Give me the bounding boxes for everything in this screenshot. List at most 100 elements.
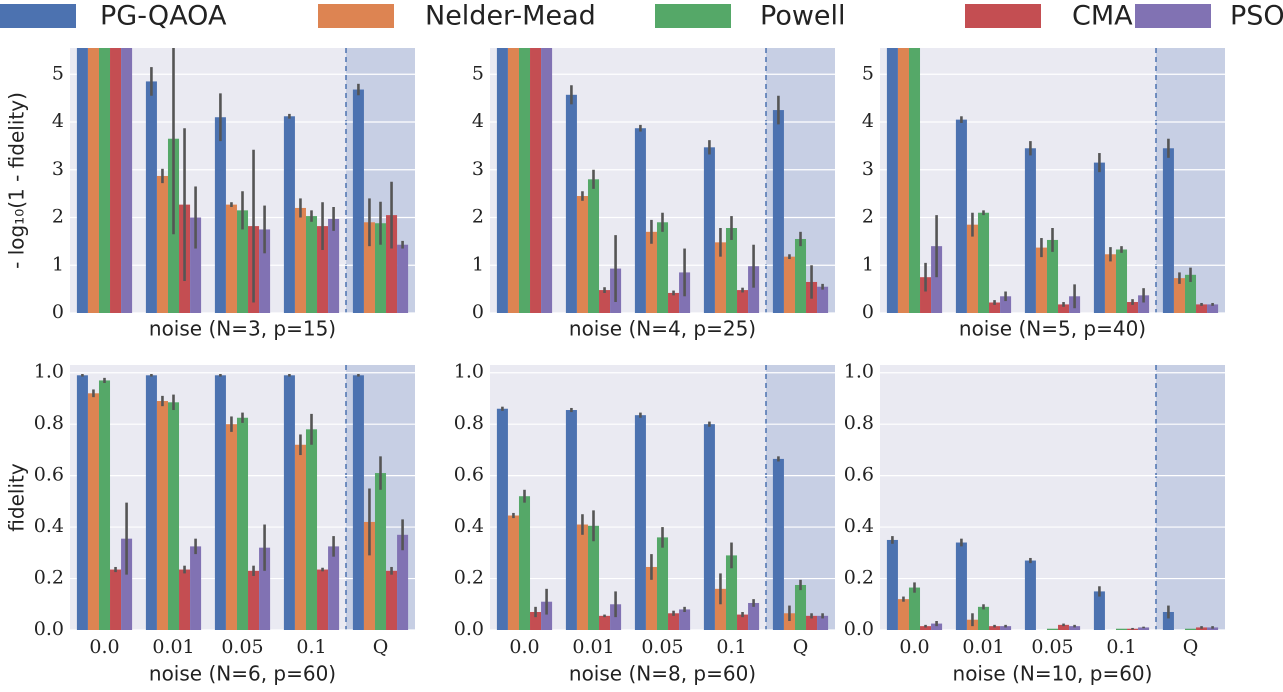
bar — [1115, 249, 1128, 313]
bar — [121, 48, 133, 313]
bar — [352, 375, 364, 630]
legend-swatch — [318, 4, 394, 28]
bar — [634, 415, 646, 630]
bar — [1184, 628, 1197, 630]
bar — [1184, 274, 1197, 313]
y-tick-label: 0.0 — [454, 618, 484, 640]
legend-label: PSO — [1230, 1, 1283, 32]
bar — [989, 302, 1001, 313]
bar — [1093, 591, 1105, 630]
bar — [1138, 295, 1150, 313]
y-tick-label: 1.0 — [844, 361, 874, 383]
bars — [76, 374, 409, 630]
y-axis-label: fidelity — [5, 463, 29, 532]
bar — [397, 244, 409, 313]
x-tick-label: 0.05 — [1031, 636, 1073, 658]
y-tick-label: 2 — [52, 206, 64, 228]
bar — [772, 110, 784, 313]
bar — [668, 613, 680, 630]
bar — [1069, 626, 1081, 630]
bar — [507, 48, 519, 313]
bar — [386, 215, 398, 313]
x-tick-label: 0.1 — [716, 636, 746, 658]
bar — [565, 94, 577, 313]
x-tick-label: Q — [1183, 636, 1199, 658]
bar — [1024, 148, 1036, 313]
x-axis-label: noise (N=3, p=15) — [149, 317, 336, 341]
bar — [1207, 304, 1219, 313]
x-tick-label: Q — [793, 636, 809, 658]
bar — [587, 179, 600, 313]
x-tick-label: 0.0 — [899, 636, 929, 658]
y-tick-label: 0.6 — [844, 464, 874, 486]
y-tick-label: 2 — [472, 206, 484, 228]
bar — [1046, 628, 1059, 630]
bar — [794, 238, 807, 313]
bar — [634, 128, 646, 313]
bar — [363, 521, 375, 630]
bar — [87, 393, 99, 630]
x-tick-label: 0.0 — [509, 636, 539, 658]
y-tick-label: 0.8 — [34, 412, 64, 434]
bar — [806, 615, 818, 630]
y-tick-label: 5 — [862, 62, 874, 84]
bar — [305, 216, 318, 313]
bar — [645, 231, 657, 313]
bar — [328, 218, 340, 313]
bar — [190, 217, 202, 313]
bar — [283, 375, 295, 630]
bar — [214, 375, 226, 630]
y-axis-label: - log₁₀(1 - fidelity) — [5, 92, 29, 269]
bar — [703, 424, 715, 630]
bar — [76, 48, 88, 313]
bar — [179, 569, 191, 630]
y-tick-label: 2 — [862, 206, 874, 228]
bar — [1127, 302, 1139, 313]
bar — [496, 48, 508, 313]
y-tick-label: 0.0 — [844, 618, 874, 640]
bar — [145, 81, 157, 313]
x-tick-label: 0.1 — [1106, 636, 1136, 658]
bar — [886, 48, 898, 313]
bar — [966, 224, 978, 313]
y-tick-label: 0.2 — [844, 567, 874, 589]
bar — [977, 606, 990, 630]
bar — [908, 587, 921, 630]
legend-swatch — [0, 4, 76, 28]
y-tick-label: 4 — [862, 110, 874, 132]
y-tick-label: 0.2 — [454, 567, 484, 589]
x-tick-label: 0.1 — [296, 636, 326, 658]
bar — [225, 204, 237, 313]
y-tick-label: 4 — [472, 110, 484, 132]
y-tick-label: 5 — [472, 62, 484, 84]
bar — [587, 525, 600, 630]
bar — [374, 473, 387, 630]
bar — [328, 546, 340, 630]
bar — [1000, 296, 1012, 313]
x-tick-label: 0.0 — [89, 636, 119, 658]
bar — [317, 569, 329, 630]
bar — [214, 117, 226, 313]
bar — [1058, 304, 1070, 313]
bar — [1104, 254, 1116, 313]
bar — [1196, 627, 1208, 630]
bar — [1093, 162, 1105, 313]
bar — [1024, 560, 1036, 630]
bar — [1000, 626, 1012, 630]
y-tick-label: 0.0 — [34, 618, 64, 640]
bar — [897, 599, 909, 630]
bar — [714, 588, 726, 630]
bar — [98, 48, 111, 313]
legend-swatch — [655, 4, 731, 28]
bar — [530, 611, 542, 630]
bar — [145, 375, 157, 630]
bar — [294, 207, 306, 313]
x-tick-label: 0.05 — [221, 636, 263, 658]
bar — [259, 547, 271, 630]
y-tick-label: 1 — [52, 253, 64, 275]
bar — [294, 444, 306, 630]
y-tick-label: 3 — [52, 158, 64, 180]
bar — [668, 292, 680, 313]
y-tick-label: 0.4 — [34, 515, 64, 537]
bar — [236, 210, 249, 313]
